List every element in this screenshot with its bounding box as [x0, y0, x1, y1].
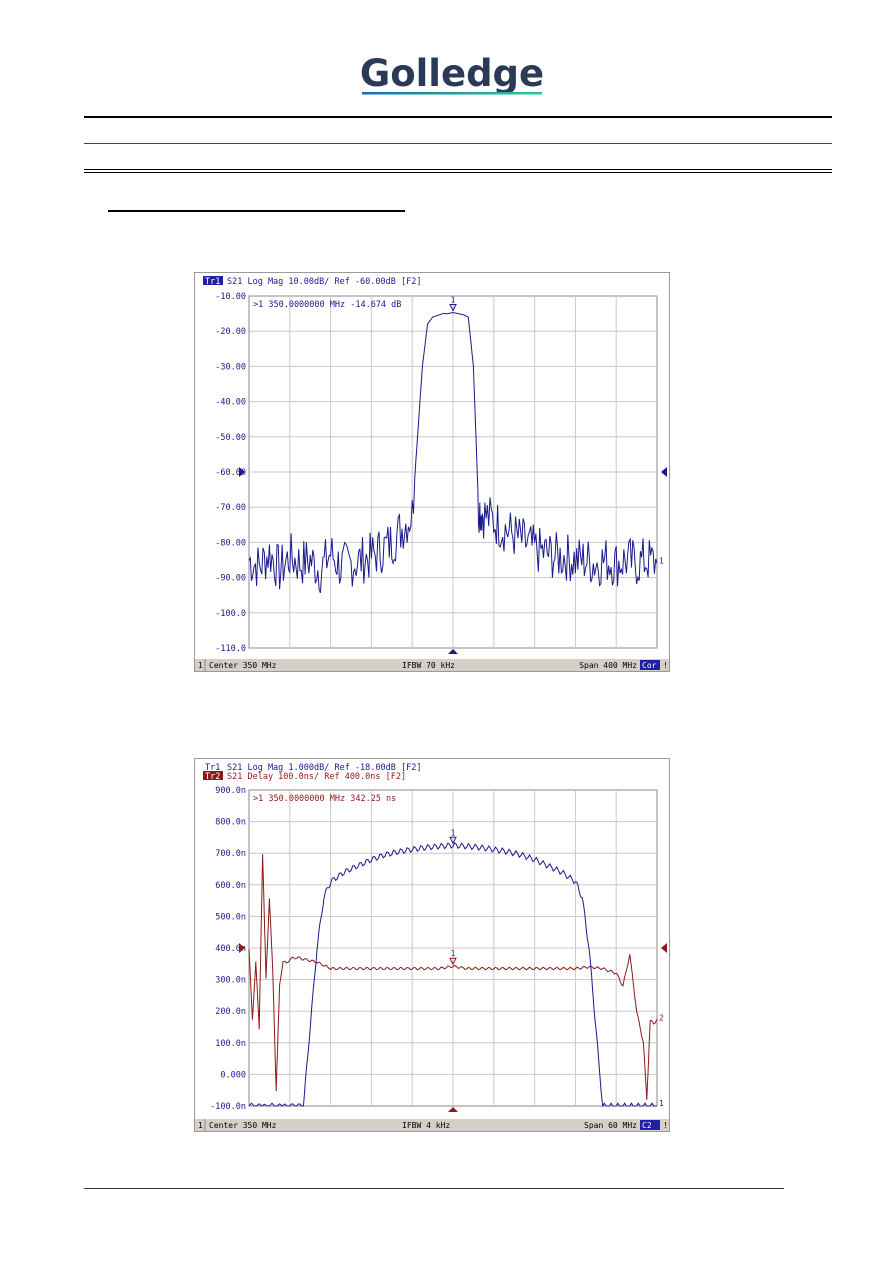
- vna-screen-wideband: Tr1 S21 Log Mag 10.00dB/ Ref -60.00dB [F2…: [194, 272, 670, 672]
- trace-edge-label: 1: [659, 557, 664, 566]
- y-tick-label: 0.000: [220, 1070, 246, 1080]
- y-tick-label: -40.00: [215, 398, 246, 408]
- footer-rule: [84, 1188, 784, 1189]
- y-tick-label: -110.0: [215, 644, 246, 654]
- y-tick-label: 100.0n: [215, 1039, 246, 1049]
- status-channel: 1: [198, 661, 203, 670]
- y-tick-label: 400.0n: [215, 944, 246, 954]
- header-rule-bottom-2: [84, 172, 832, 173]
- chart-wideband-log-mag: Tr1 S21 Log Mag 10.00dB/ Ref -60.00dB [F2…: [195, 276, 669, 671]
- trace-tag-bg: [203, 276, 223, 285]
- chart-passband-delay: Tr1 S21 Log Mag 1.000dB/ Ref -18.00dB [F2…: [195, 763, 669, 1131]
- y-tick-label: -100.0n: [210, 1102, 246, 1112]
- status-alert-icon: !: [663, 661, 668, 670]
- y-tick-label: 300.0n: [215, 976, 246, 986]
- reference-arrow-left: [239, 943, 245, 953]
- center-arrow: [448, 1107, 458, 1112]
- trace-edge-label: 1: [659, 1099, 664, 1108]
- y-tick-label: -20.00: [215, 327, 246, 337]
- status-ifbw: IFBW 70 kHz: [402, 661, 455, 670]
- status-span: Span 400 MHz: [579, 661, 637, 670]
- y-tick-label: 500.0n: [215, 912, 246, 922]
- reference-arrow-right: [661, 943, 667, 953]
- status-badge: C2: [642, 1121, 652, 1130]
- trace-tag-label: Tr1: [205, 763, 220, 773]
- status-bar: [195, 659, 669, 671]
- status-span: Span 60 MHz: [584, 1121, 637, 1130]
- header-rule-top: [84, 116, 832, 118]
- golledge-logo: Golledge: [360, 54, 544, 95]
- series-line-1: [248, 854, 658, 1100]
- y-tick-label: -50.00: [215, 433, 246, 443]
- trace-tag-label: Tr2: [205, 772, 220, 782]
- marker-readout: >1 350.0000000 MHz -14.674 dB: [253, 300, 401, 310]
- brand-name: Golledge: [360, 54, 544, 95]
- status-badge-bg: [640, 660, 660, 670]
- trace-tag-label: Tr1: [205, 277, 220, 287]
- trace-header-text: S21 Log Mag 1.000dB/ Ref -18.00dB [F2]: [227, 763, 421, 773]
- trace-tag-tr1: Tr1: [205, 763, 220, 773]
- marker-label: 1: [451, 949, 456, 958]
- y-tick-label: 800.0n: [215, 818, 246, 828]
- series-line-0: [248, 841, 657, 1108]
- trace-header-text: S21 Delay 100.0ns/ Ref 400.0ns [F2]: [227, 772, 406, 782]
- marker-readout: >1 350.0000000 MHz 342.25 ns: [253, 794, 396, 804]
- status-badge: Cor: [642, 661, 657, 670]
- status-ifbw: IFBW 4 kHz: [402, 1121, 450, 1130]
- trace-tag-bg: [203, 771, 223, 780]
- y-tick-label: -10.00: [215, 292, 246, 302]
- y-tick-label: -90.00: [215, 574, 246, 584]
- y-tick-label: 200.0n: [215, 1007, 246, 1017]
- y-tick-label: 600.0n: [215, 881, 246, 891]
- marker-label: 1: [451, 828, 456, 837]
- section-heading-underline: [108, 210, 405, 212]
- y-tick-label: -100.0: [215, 609, 246, 619]
- marker-triangle: [449, 303, 457, 312]
- y-tick-label: -70.00: [215, 503, 246, 513]
- status-channel: 1: [198, 1121, 203, 1130]
- trace-tag-tr2: Tr2: [203, 771, 223, 782]
- marker-triangle: [449, 836, 457, 845]
- trace-header-text: S21 Log Mag 10.00dB/ Ref -60.00dB [F2]: [227, 277, 421, 287]
- marker-label: 1: [451, 295, 456, 304]
- trace-tag-tr1: Tr1: [203, 276, 223, 287]
- status-badge-bg: [640, 1120, 660, 1130]
- center-arrow: [448, 649, 458, 654]
- y-tick-label: 700.0n: [215, 849, 246, 859]
- status-center: Center 350 MHz: [209, 661, 277, 670]
- y-tick-label: -30.00: [215, 362, 246, 372]
- header-rule-bottom: [84, 169, 832, 170]
- status-alert-icon: !: [663, 1121, 668, 1130]
- y-tick-label: -80.00: [215, 538, 246, 548]
- y-tick-label: 900.0n: [215, 786, 246, 796]
- reference-arrow-right: [661, 467, 667, 477]
- reference-arrow-left: [239, 467, 245, 477]
- vna-screen-passband: Tr1 S21 Log Mag 1.000dB/ Ref -18.00dB [F2…: [194, 758, 670, 1132]
- trace-edge-label: 2: [659, 1014, 664, 1023]
- header-rule-middle: [84, 143, 832, 144]
- marker-triangle: [449, 957, 457, 966]
- status-center: Center 350 MHz: [209, 1121, 277, 1130]
- y-tick-label: -60.00: [215, 468, 246, 478]
- status-bar: [195, 1119, 669, 1131]
- series-line-0: [248, 311, 658, 594]
